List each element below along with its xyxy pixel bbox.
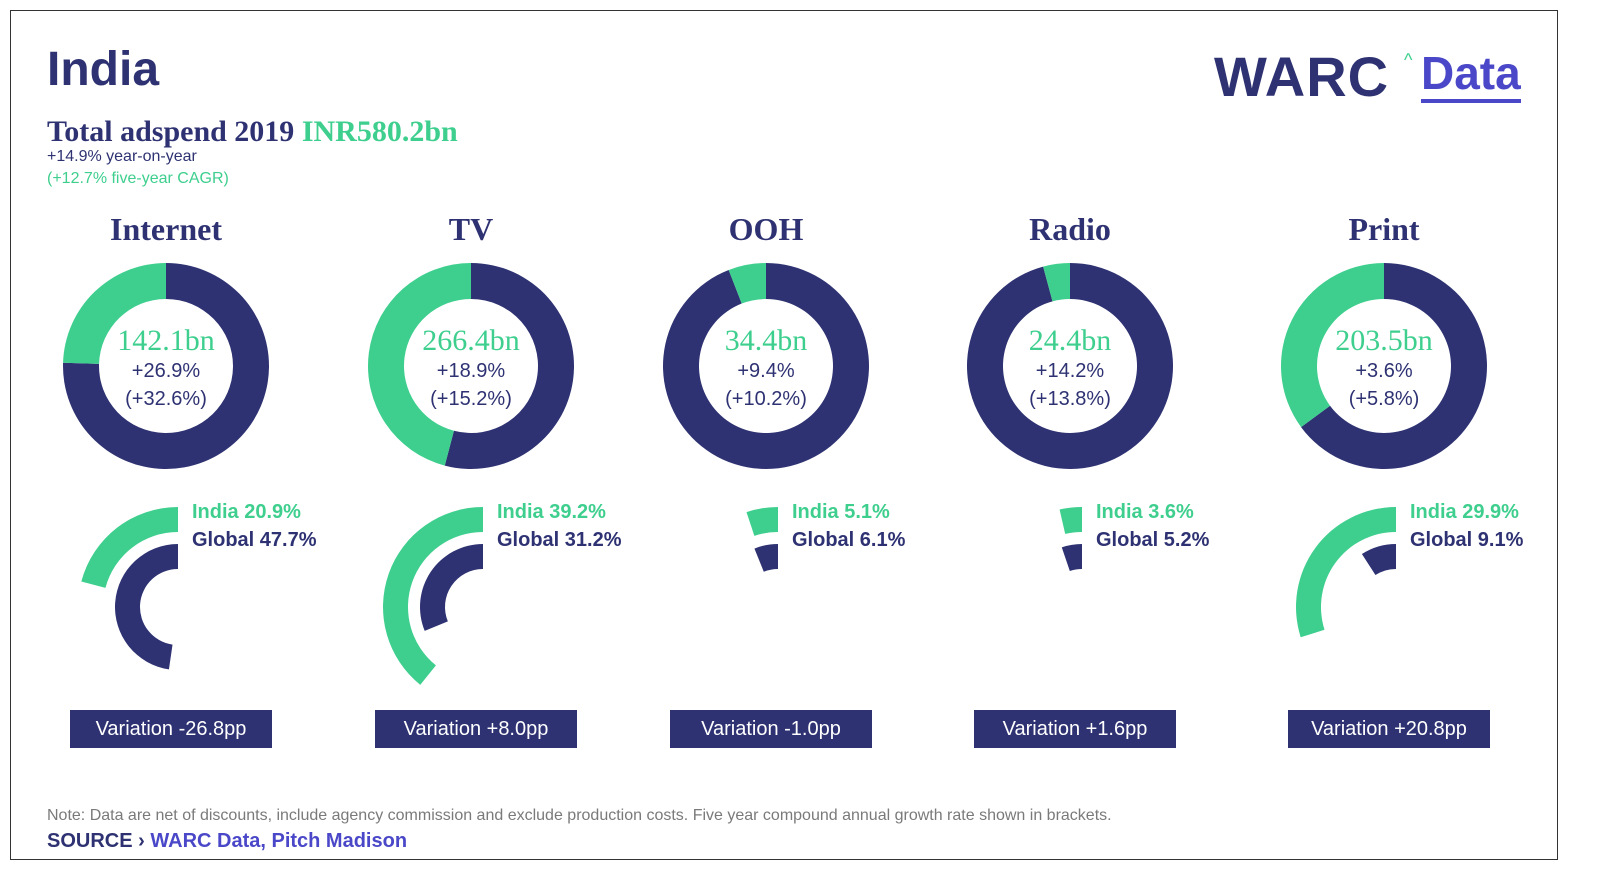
ooh-cagr: (+10.2%) xyxy=(725,388,807,410)
internet-global-arc xyxy=(114,544,178,670)
internet-donut-rest xyxy=(63,263,269,469)
print-spend-value: 203.5bn xyxy=(1335,324,1433,357)
ooh-variation-badge: Variation -1.0pp xyxy=(670,710,872,748)
total-cagr: (+12.7% five-year CAGR) xyxy=(47,170,229,187)
radio-global-arc xyxy=(1061,544,1082,572)
total-adspend-value: INR580.2bn xyxy=(301,115,458,148)
print-global-label: Global 9.1% xyxy=(1410,529,1524,551)
logo-data-text: Data xyxy=(1421,47,1521,103)
ooh-global-label: Global 6.1% xyxy=(792,529,906,551)
ooh-title: OOH xyxy=(729,211,804,247)
tv-global-label: Global 31.2% xyxy=(497,529,622,551)
print-yoy: +3.6% xyxy=(1355,360,1412,382)
tv-spend-value: 266.4bn xyxy=(422,324,520,357)
ooh-india-label: India 5.1% xyxy=(792,501,890,523)
radio-donut-share xyxy=(1043,263,1070,302)
radio-title: Radio xyxy=(1029,211,1111,247)
radio-spend-value: 24.4bn xyxy=(1029,324,1112,357)
radio-yoy: +14.2% xyxy=(1036,360,1105,382)
ooh-global-arc xyxy=(754,544,778,572)
warc-data-logo: WARC ^ Data xyxy=(1214,44,1521,108)
tv-variation-badge: Variation +8.0pp xyxy=(375,710,577,748)
source-line: SOURCE › WARC Data, Pitch Madison xyxy=(47,830,407,853)
tv-yoy: +18.9% xyxy=(437,360,506,382)
logo-warc-text: WARC xyxy=(1214,45,1390,108)
print-donut-rest xyxy=(1301,263,1487,469)
tv-title: TV xyxy=(449,211,493,247)
tv-cagr: (+15.2%) xyxy=(430,388,512,410)
total-adspend-label: Total adspend 2019 xyxy=(47,115,295,148)
total-adspend: Total adspend 2019 INR580.2bn xyxy=(47,115,458,149)
footnote: Note: Data are net of discounts, include… xyxy=(47,807,1112,824)
radio-donut-rest xyxy=(967,263,1173,470)
tv-donut-share xyxy=(368,263,471,466)
radio-india-arc xyxy=(1059,507,1082,534)
print-global-arc xyxy=(1361,544,1396,576)
internet-india-label: India 20.9% xyxy=(192,501,301,523)
ooh-spend-value: 34.4bn xyxy=(725,324,808,357)
tv-india-label: India 39.2% xyxy=(497,501,606,523)
tv-india-arc xyxy=(382,507,483,685)
print-cagr: (+5.8%) xyxy=(1349,388,1420,410)
ooh-donut-rest xyxy=(662,263,869,470)
radio-india-label: India 3.6% xyxy=(1096,501,1194,523)
ooh-india-arc xyxy=(746,507,778,536)
source-text: WARC Data, Pitch Madison xyxy=(150,830,408,852)
print-donut-share xyxy=(1281,263,1384,428)
internet-global-label: Global 47.7% xyxy=(192,529,317,551)
country-title: India xyxy=(47,43,160,96)
internet-variation-badge: Variation -26.8pp xyxy=(70,710,272,748)
print-title: Print xyxy=(1348,211,1419,247)
internet-yoy: +26.9% xyxy=(132,360,201,382)
total-yoy: +14.9% year-on-year xyxy=(47,148,197,165)
ooh-yoy: +9.4% xyxy=(737,360,794,382)
tv-global-arc xyxy=(419,543,483,631)
radio-cagr: (+13.8%) xyxy=(1029,388,1111,410)
print-india-label: India 29.9% xyxy=(1410,501,1519,523)
ooh-donut-share xyxy=(728,263,766,304)
tv-donut-rest xyxy=(444,263,574,469)
radio-global-label: Global 5.2% xyxy=(1096,529,1210,551)
print-variation-badge: Variation +20.8pp xyxy=(1288,710,1490,748)
internet-donut-share xyxy=(63,263,166,364)
radio-variation-badge: Variation +1.6pp xyxy=(974,710,1176,748)
internet-cagr: (+32.6%) xyxy=(125,388,207,410)
internet-title: Internet xyxy=(110,211,222,247)
logo-caret-icon: ^ xyxy=(1404,50,1413,70)
internet-spend-value: 142.1bn xyxy=(117,324,215,357)
internet-india-arc xyxy=(81,507,178,588)
print-india-arc xyxy=(1295,506,1396,638)
source-label: SOURCE › xyxy=(47,830,145,852)
